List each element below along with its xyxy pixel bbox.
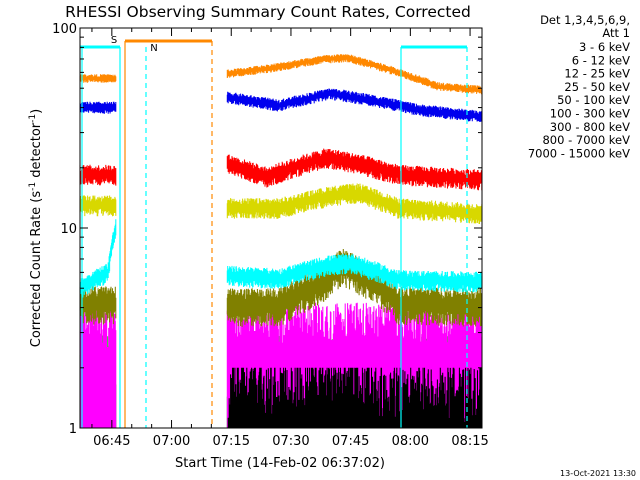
y-axis-label-main: Corrected Count Rate (s (29, 191, 44, 348)
series-trace-segment (226, 88, 483, 122)
series-trace-segment (79, 74, 117, 83)
series-trace-segment (79, 195, 117, 217)
x-tick-label: 08:15 (451, 434, 488, 449)
legend-entry-label: 7000 - 15000 keV (528, 146, 630, 160)
footer-timestamp: 13-Oct-2021 13:30 (560, 469, 636, 478)
series-25-50-kev (79, 219, 483, 298)
x-axis-label: Start Time (14-Feb-02 06:37:02) (175, 456, 385, 471)
series-100-300-kev (79, 148, 483, 191)
series-trace-segment (227, 367, 483, 428)
series-800-7000-kev (79, 54, 483, 95)
legend-entry-label: 6 - 12 keV (572, 53, 630, 67)
chart-title: RHESSI Observing Summary Count Rates, Co… (65, 3, 471, 21)
legend-header-line-2: Att 1 (602, 26, 630, 40)
chart-plot-area (79, 54, 483, 428)
series-3-6-kev (227, 367, 483, 428)
legend-entry-label: 25 - 50 keV (564, 80, 630, 94)
series-trace-segment (79, 101, 117, 114)
legend-entry-label: 800 - 7000 keV (542, 133, 630, 147)
legend-entry-label: 3 - 6 keV (579, 40, 630, 54)
chart-annotations: SN (80, 35, 468, 428)
legend-entry-label: 300 - 800 keV (550, 120, 630, 134)
y-axis-label-close: ) (29, 109, 44, 114)
y-axis-label: Corrected Count Rate (s-1 detector-1) (28, 109, 44, 347)
y-axis-label-detector: detector (29, 122, 44, 182)
legend-header-line-1: Det 1,3,4,5,6,9, (540, 13, 630, 27)
x-tick-label: 07:45 (332, 434, 369, 449)
x-tick-label: 06:45 (93, 434, 130, 449)
chart-axes: 1 10 100 06:45 07:00 07:15 07:30 07:45 08:00 08:1… (52, 22, 489, 449)
series-trace-segment (79, 303, 117, 428)
x-tick-label: 07:30 (272, 434, 309, 449)
y-tick-label: 10 (60, 222, 77, 237)
y-axis-label-exp1: -1 (28, 182, 38, 191)
series-trace-segment (226, 253, 483, 293)
series-trace-segment (226, 54, 483, 95)
legend-entry-label: 50 - 100 keV (557, 93, 630, 107)
y-tick-label: 100 (52, 22, 77, 37)
decimation-marker-label-n: N (150, 43, 157, 54)
x-tick-label: 07:15 (213, 434, 250, 449)
series-50-100-kev (79, 183, 483, 224)
x-tick-label: 08:00 (392, 434, 429, 449)
series-trace-segment (79, 219, 117, 298)
series-trace-segment (226, 148, 483, 191)
series-300-800-kev (79, 88, 483, 122)
y-axis-label-exp2: -1 (28, 114, 38, 123)
y-tick-label: 1 (69, 422, 77, 437)
legend-entry-label: 12 - 25 keV (564, 67, 630, 81)
legend-entry-label: 100 - 300 keV (550, 107, 630, 121)
x-tick-label: 07:00 (153, 434, 190, 449)
series-trace-segment (226, 183, 483, 224)
attenuator-marker-label-s: S (111, 35, 117, 46)
series-trace-segment (79, 164, 117, 186)
